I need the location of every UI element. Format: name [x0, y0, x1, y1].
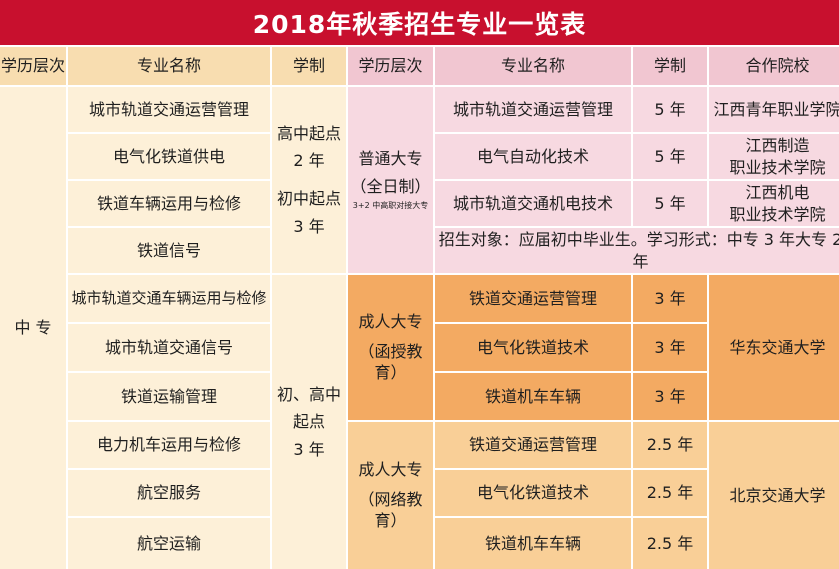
years-cell: 2.5 年 [633, 422, 707, 468]
level-line: （全日制） [350, 176, 431, 196]
major-cell: 城市轨道交通运营管理 [435, 87, 631, 132]
major-cell: 城市轨道交通信号 [68, 324, 270, 371]
major-cell: 城市轨道交通机电技术 [435, 181, 631, 226]
major-cell: 铁道运输管理 [68, 373, 270, 420]
major-cell: 城市轨道交通车辆运用与检修 [68, 275, 270, 322]
years-group2: 初、高中 起点 3 年 [272, 275, 346, 569]
years-line: 初中起点 [276, 189, 341, 208]
level-line: （函授教育） [358, 341, 423, 383]
years-line: 3 年 [293, 216, 325, 236]
major-cell: 航空服务 [68, 470, 270, 516]
major-cell: 电气化铁道技术 [435, 324, 631, 371]
major-cell: 铁道机车车辆 [435, 373, 631, 420]
major-cell: 电力机车运用与检修 [68, 422, 270, 468]
header-years: 学制 [272, 47, 346, 85]
level-note: 3+2 中高职对接大专 [352, 201, 429, 211]
years-cell: 3 年 [633, 373, 707, 420]
major-cell: 铁道机车车辆 [435, 518, 631, 569]
school-cell: 北京交通大学 [709, 422, 839, 569]
years-group1: 高中起点 2 年 初中起点 3 年 [272, 87, 346, 273]
major-cell: 铁道车辆运用与检修 [68, 181, 270, 226]
school-line: 江西制造 [745, 135, 810, 155]
level-adult-online: 成人大专 （网络教育） [348, 422, 433, 569]
page-title: 2018年秋季招生专业一览表 [0, 0, 839, 45]
level-zhongzhuan: 中 专 [0, 87, 66, 569]
major-cell: 电气化铁道供电 [68, 134, 270, 179]
years-cell: 5 年 [633, 87, 707, 132]
years-cell: 3 年 [633, 275, 707, 322]
years-line: 高中起点 [276, 123, 341, 143]
level-line: 成人大专 [358, 312, 423, 332]
years-line: 2 年 [293, 151, 325, 171]
years-cell: 2.5 年 [633, 470, 707, 516]
level-line: （网络教育） [358, 489, 423, 531]
school-line: 江西青年职业学院 [713, 99, 839, 119]
years-cell: 2.5 年 [633, 518, 707, 569]
years-line: 起点 [292, 412, 325, 432]
major-cell: 铁道信号 [68, 228, 270, 273]
enrollment-table: 学历层次 专业名称 学制 学历层次 专业名称 学制 合作院校 中 专 城市轨道交… [0, 47, 839, 569]
school-cell: 华东交通大学 [709, 275, 839, 420]
level-line: 普通大专 [358, 149, 423, 168]
enrollment-note: 招生对象：应届初中毕业生。学习形式：中专 3 年大专 2 年 [435, 228, 839, 273]
school-cell: 江西制造 职业技术学院 [709, 134, 839, 179]
header-major: 专业名称 [68, 47, 270, 85]
major-cell: 电气自动化技术 [435, 134, 631, 179]
school-cell: 江西青年职业学院 [709, 87, 839, 132]
school-line: 职业技术学院 [729, 157, 826, 177]
major-cell: 铁道交通运营管理 [435, 275, 631, 322]
years-cell: 5 年 [633, 134, 707, 179]
years-line: 初、高中 [276, 384, 341, 404]
header-level-right: 学历层次 [348, 47, 433, 85]
years-line: 3 年 [293, 439, 325, 459]
major-cell: 航空运输 [68, 518, 270, 569]
major-cell: 城市轨道交通运营管理 [68, 87, 270, 132]
major-cell: 电气化铁道技术 [435, 470, 631, 516]
years-cell: 3 年 [633, 324, 707, 371]
level-putong-dazhuan: 普通大专 （全日制） 3+2 中高职对接大专 [348, 87, 433, 273]
school-line: 职业技术学院 [729, 204, 826, 224]
level-adult-correspondence: 成人大专 （函授教育） [348, 275, 433, 420]
header-major-right: 专业名称 [435, 47, 631, 85]
header-years-right: 学制 [633, 47, 707, 85]
header-level: 学历层次 [0, 47, 66, 85]
years-cell: 5 年 [633, 181, 707, 226]
major-cell: 铁道交通运营管理 [435, 422, 631, 468]
header-school: 合作院校 [709, 47, 839, 85]
school-line: 江西机电 [745, 182, 810, 202]
level-line: 成人大专 [358, 460, 423, 480]
school-cell: 江西机电 职业技术学院 [709, 181, 839, 226]
